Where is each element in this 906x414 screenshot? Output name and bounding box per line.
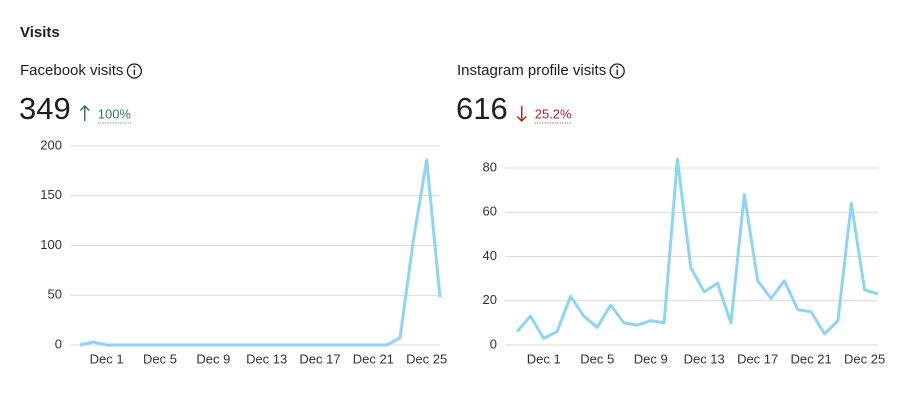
- x-tick-label: Dec 1: [527, 351, 561, 366]
- total-value: 616: [456, 91, 508, 126]
- chart-title: Instagram profile visits: [457, 62, 606, 79]
- x-tick-label: Dec 25: [844, 351, 885, 366]
- info-icon-dot: [616, 65, 619, 68]
- x-tick-label: Dec 13: [684, 351, 725, 366]
- section-title: Visits: [20, 24, 60, 41]
- trend-arrow: [516, 106, 527, 123]
- x-tick-label: Dec 21: [353, 351, 394, 366]
- series-line: [515, 157, 879, 340]
- total-value: 349: [19, 91, 71, 126]
- x-tick-label: Dec 5: [580, 351, 614, 366]
- trend-arrow: [79, 104, 90, 121]
- x-tick-label: Dec 17: [299, 351, 340, 366]
- info-icon-dot: [133, 65, 136, 68]
- y-tick-label: 200: [40, 137, 62, 152]
- y-tick-label: 150: [40, 187, 62, 202]
- chart-title: Facebook visits: [20, 62, 123, 79]
- change-value: 25.2%: [535, 106, 572, 121]
- change-value: 100%: [98, 106, 132, 121]
- y-tick-label: 60: [483, 204, 497, 219]
- info-icon: [609, 63, 625, 79]
- y-tick-label: 20: [483, 292, 497, 307]
- x-tick-label: Dec 9: [634, 351, 668, 366]
- x-tick-label: Dec 17: [737, 351, 778, 366]
- series-line: [79, 158, 442, 347]
- y-tick-label: 100: [40, 237, 62, 252]
- y-tick-label: 50: [48, 287, 62, 302]
- x-tick-label: Dec 1: [90, 351, 124, 366]
- x-tick-label: Dec 5: [143, 351, 177, 366]
- x-tick-label: Dec 9: [196, 351, 230, 366]
- x-tick-label: Dec 13: [246, 351, 287, 366]
- info-icon: [126, 63, 143, 79]
- y-tick-label: 0: [490, 336, 497, 351]
- x-tick-label: Dec 25: [406, 351, 447, 366]
- y-tick-label: 40: [483, 248, 497, 263]
- y-tick-label: 80: [483, 159, 497, 174]
- y-tick-label: 0: [55, 336, 62, 351]
- x-tick-label: Dec 21: [791, 351, 832, 366]
